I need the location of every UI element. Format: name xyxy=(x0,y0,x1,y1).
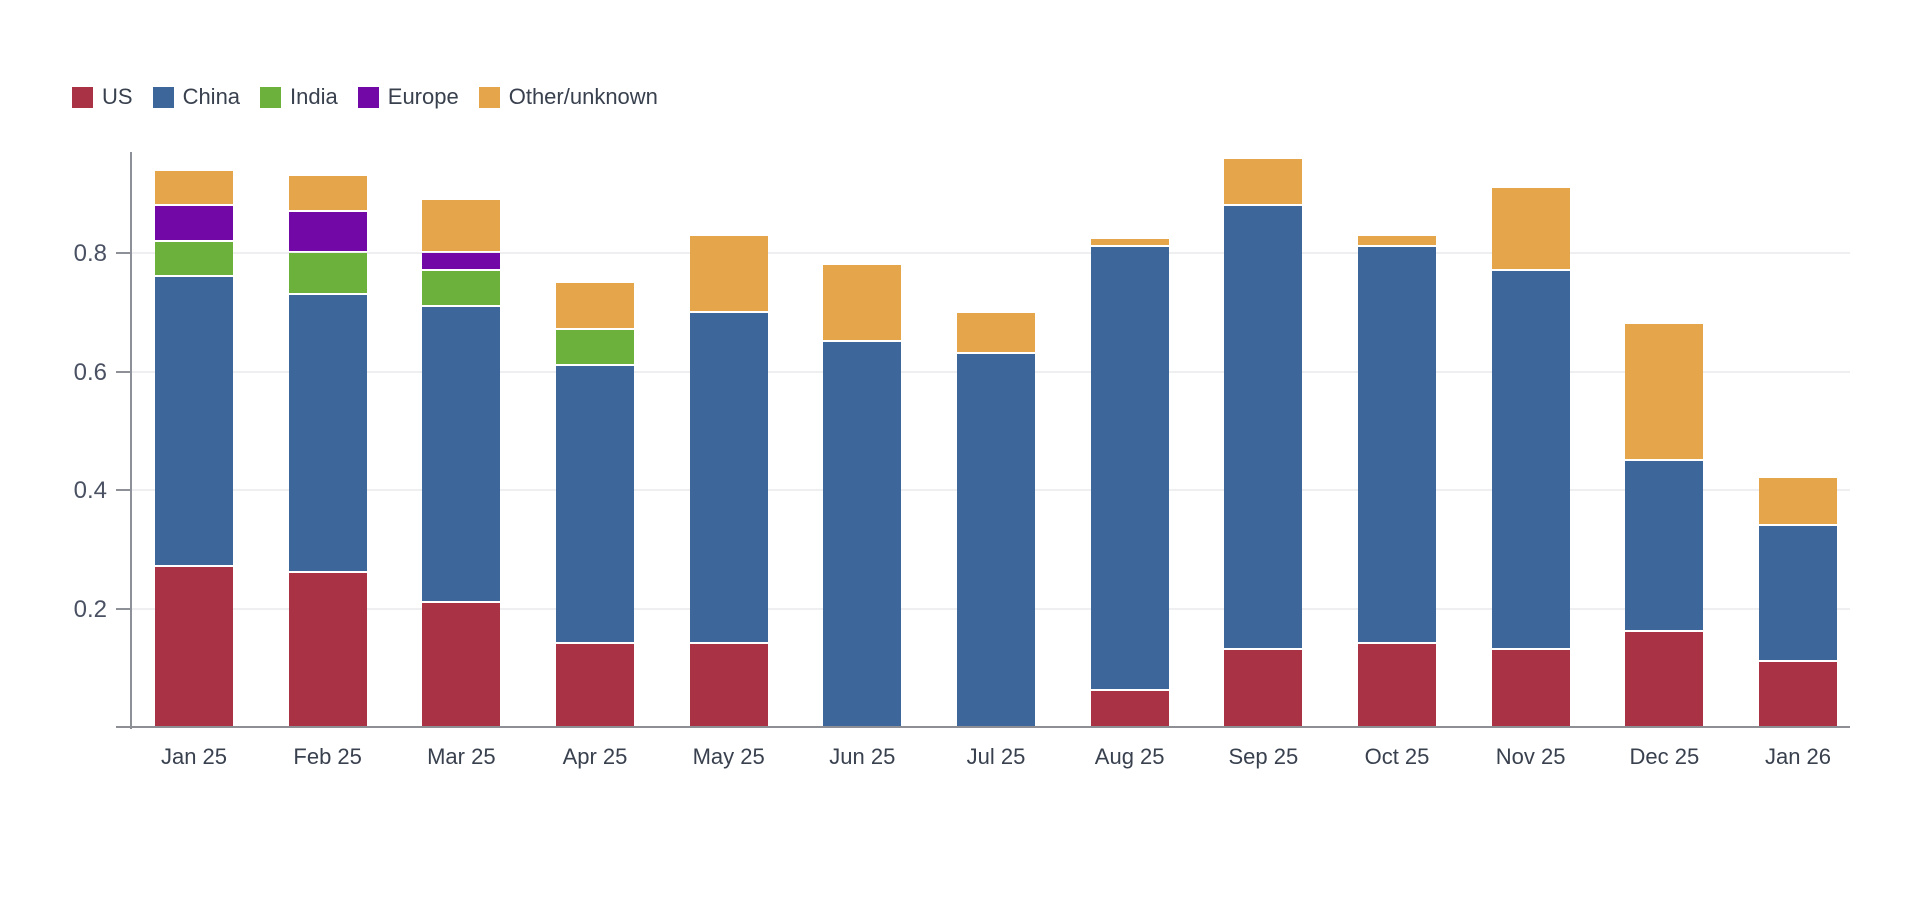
x-tick-label-apr-25: Apr 25 xyxy=(562,744,628,769)
x-tick-label-jan-26: Jan 26 xyxy=(1764,744,1832,769)
bar-may-25-segment-china xyxy=(689,312,768,643)
x-tick-label-jul-25: Jul 25 xyxy=(966,744,1026,769)
y-tick-label-0.8: 0.8 xyxy=(73,240,107,268)
legend-label-us: US xyxy=(102,84,133,109)
chart-legend: US China India Europe Other/unknown xyxy=(72,86,658,108)
legend-swatch-china xyxy=(152,86,174,108)
bar-jul-25-segment-other-unknown xyxy=(957,312,1035,353)
bar-dec-25-segment-us xyxy=(1625,632,1704,727)
bar-mar-25-segment-other-unknown xyxy=(422,200,501,252)
legend-swatch-us xyxy=(72,86,93,108)
y-tick-label-0.4: 0.4 xyxy=(73,477,107,505)
legend-label-china: China xyxy=(182,84,241,109)
bar-oct-25-segment-other-unknown xyxy=(1358,235,1436,246)
bar-jun-25-segment-china xyxy=(823,342,902,727)
bar-sep-25-segment-china xyxy=(1224,206,1303,649)
bar-jan-25-segment-india xyxy=(155,241,233,276)
legend-item-europe: Europe xyxy=(357,84,459,109)
gridline-0.8 xyxy=(132,252,1850,255)
bar-apr-25-segment-us xyxy=(556,644,634,727)
legend-label-europe: Europe xyxy=(387,84,459,109)
y-tick-label-0.2: 0.2 xyxy=(73,595,107,623)
x-tick-label-nov-25: Nov 25 xyxy=(1495,744,1566,769)
bar-jan-25-segment-us xyxy=(155,567,233,727)
bar-feb-25-segment-europe xyxy=(288,211,367,252)
bar-oct-25-segment-us xyxy=(1358,644,1436,727)
y-axis-tick-0.6 xyxy=(116,370,131,373)
y-axis-tick-0.4 xyxy=(116,489,131,492)
legend-item-india: India xyxy=(260,86,338,108)
x-tick-label-jun-25: Jun 25 xyxy=(829,744,896,769)
bar-feb-25-segment-us xyxy=(288,573,367,727)
bar-jan-25-segment-china xyxy=(155,277,233,566)
bar-sep-25-segment-other-unknown xyxy=(1224,158,1303,205)
legend-swatch-other-unknown xyxy=(478,86,500,108)
bar-jan-26-segment-china xyxy=(1759,525,1837,660)
x-tick-label-oct-25: Oct 25 xyxy=(1364,744,1430,769)
y-axis-line xyxy=(130,152,132,729)
bar-may-25-segment-us xyxy=(689,644,768,727)
legend-item-other-unknown: Other/unknown xyxy=(478,84,658,109)
y-axis-tick-0.2 xyxy=(116,607,131,610)
bar-mar-25-segment-china xyxy=(422,306,501,601)
legend-label-india: India xyxy=(290,84,338,109)
bar-jun-25-segment-other-unknown xyxy=(823,265,902,341)
bar-nov-25-segment-china xyxy=(1491,271,1570,649)
bar-dec-25-segment-china xyxy=(1625,460,1704,631)
bar-feb-25-segment-china xyxy=(288,294,367,572)
bar-aug-25-segment-other-unknown xyxy=(1090,238,1169,246)
bar-jan-25-segment-europe xyxy=(155,206,233,240)
bar-may-25-segment-other-unknown xyxy=(689,235,768,311)
bar-apr-25-segment-china xyxy=(556,365,634,643)
bar-jan-26-segment-us xyxy=(1759,661,1837,727)
bar-aug-25-segment-china xyxy=(1090,247,1169,690)
bar-oct-25-segment-china xyxy=(1358,247,1436,643)
bar-mar-25-segment-us xyxy=(422,602,501,727)
bar-aug-25-segment-us xyxy=(1090,691,1169,727)
y-tick-label-0.6: 0.6 xyxy=(73,358,107,386)
y-axis-tick-0.8 xyxy=(116,252,131,255)
bar-apr-25-segment-india xyxy=(556,330,634,364)
x-tick-label-mar-25: Mar 25 xyxy=(427,744,496,769)
legend-item-us: US xyxy=(72,86,133,108)
bar-jan-26-segment-other-unknown xyxy=(1759,478,1837,524)
x-tick-label-sep-25: Sep 25 xyxy=(1228,744,1299,769)
bar-nov-25-segment-other-unknown xyxy=(1491,188,1570,270)
x-tick-label-may-25: May 25 xyxy=(692,744,765,769)
bar-jul-25-segment-china xyxy=(957,354,1035,727)
bar-apr-25-segment-other-unknown xyxy=(556,283,634,329)
bar-mar-25-segment-europe xyxy=(422,253,501,270)
bar-mar-25-segment-india xyxy=(422,271,501,305)
x-tick-label-aug-25: Aug 25 xyxy=(1094,744,1165,769)
bar-feb-25-segment-other-unknown xyxy=(288,176,367,210)
legend-item-china: China xyxy=(152,84,241,109)
x-tick-label-feb-25: Feb 25 xyxy=(293,744,362,769)
bar-sep-25-segment-us xyxy=(1224,650,1303,727)
x-tick-label-jan-25: Jan 25 xyxy=(160,744,228,769)
legend-label-other-unknown: Other/unknown xyxy=(508,84,658,109)
legend-swatch-india xyxy=(260,86,282,108)
legend-swatch-europe xyxy=(357,86,379,108)
bar-jan-25-segment-other-unknown xyxy=(155,170,233,205)
bar-dec-25-segment-other-unknown xyxy=(1625,324,1704,459)
x-tick-label-dec-25: Dec 25 xyxy=(1629,744,1700,769)
bar-feb-25-segment-india xyxy=(288,253,367,293)
x-axis-line xyxy=(116,726,1850,728)
bar-nov-25-segment-us xyxy=(1491,650,1570,727)
